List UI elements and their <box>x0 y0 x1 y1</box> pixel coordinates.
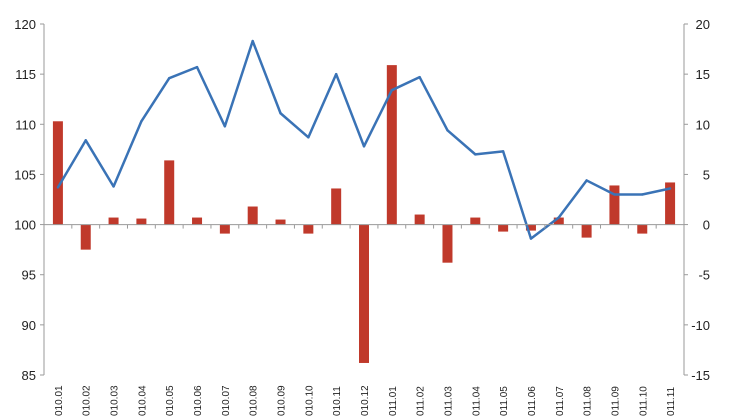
left-tick-label: 105 <box>14 167 36 182</box>
line-point <box>112 185 115 188</box>
left-tick-label: 110 <box>15 117 36 132</box>
line-point <box>195 65 199 69</box>
line-point <box>613 193 616 196</box>
x-tick-label: 011.06 <box>527 386 538 416</box>
x-tick-label: 011.02 <box>416 386 427 416</box>
left-tick-label: 100 <box>14 218 36 233</box>
bar <box>247 206 258 225</box>
line-point <box>279 112 282 115</box>
line-point <box>223 125 227 128</box>
bar <box>386 65 397 225</box>
x-tick-label: 011.03 <box>443 386 454 416</box>
bar <box>52 121 63 225</box>
bar <box>219 224 230 234</box>
right-tick-label: 10 <box>696 117 710 132</box>
right-tick-label: -5 <box>698 268 710 283</box>
line-point <box>334 72 338 76</box>
x-tick-label: 010.04 <box>137 385 148 416</box>
right-tick-label: -15 <box>691 368 710 383</box>
line-point <box>140 120 143 123</box>
x-tick-label: 010.05 <box>165 385 176 416</box>
left-y-axis-ticks: 85 90 95 100 105 110 115 120 <box>14 17 44 383</box>
x-tick-label: 010.06 <box>193 385 204 416</box>
x-tick-label: 011.08 <box>583 386 594 416</box>
line-point <box>529 237 533 240</box>
line-point <box>668 187 672 190</box>
x-tick-label: 011.10 <box>638 386 649 416</box>
line-point <box>56 186 60 189</box>
bar <box>164 160 175 225</box>
line-point <box>362 145 366 148</box>
bar <box>303 224 314 234</box>
x-tick-label: 011.09 <box>610 386 621 416</box>
line-point <box>390 88 394 92</box>
right-tick-label: 15 <box>696 67 710 82</box>
bar-series <box>52 65 676 363</box>
left-tick-label: 115 <box>15 67 36 82</box>
line-point <box>307 136 310 139</box>
x-tick-label: 010.03 <box>110 385 121 416</box>
line-point <box>501 150 505 153</box>
right-tick-label: 5 <box>703 167 710 182</box>
bar <box>553 217 564 225</box>
x-tick-label: 010.07 <box>221 385 232 416</box>
bar <box>275 219 286 225</box>
bar <box>665 182 676 225</box>
bar <box>136 218 147 225</box>
bar <box>442 224 453 263</box>
right-y-axis-ticks: -15 -10 -5 0 5 10 15 20 <box>684 17 710 383</box>
bar <box>637 224 648 234</box>
right-tick-label: -10 <box>691 318 710 333</box>
x-tick-label: 010.10 <box>304 385 315 416</box>
line-series <box>56 39 672 240</box>
right-tick-label: 0 <box>703 218 710 233</box>
bar <box>108 217 119 225</box>
axes <box>43 24 685 375</box>
x-tick-label: 011.07 <box>555 386 566 416</box>
left-tick-label: 85 <box>22 368 36 383</box>
bar <box>192 217 203 225</box>
line-point <box>168 76 171 80</box>
line-point <box>557 216 560 219</box>
x-tick-label: 011.01 <box>388 386 399 416</box>
x-axis-ticks: 010.01 010.02 010.03 010.04 010.05 010.06 010.… <box>43 224 685 416</box>
right-tick-label: 20 <box>696 17 710 32</box>
bar <box>498 224 509 232</box>
line-point <box>474 153 477 156</box>
bar <box>414 214 425 225</box>
bar <box>331 188 342 225</box>
left-tick-label: 120 <box>14 17 36 32</box>
line-point <box>446 129 449 132</box>
x-tick-label: 011.05 <box>499 386 510 416</box>
x-tick-label: 011.11 <box>666 386 677 416</box>
line-point <box>641 193 644 196</box>
left-tick-label: 95 <box>22 268 36 283</box>
bar <box>80 224 91 250</box>
left-tick-label: 90 <box>22 318 36 333</box>
line-point <box>418 75 421 79</box>
line-point <box>84 139 87 142</box>
x-tick-label: 010.12 <box>360 385 371 416</box>
bar <box>609 185 620 225</box>
bar <box>581 224 592 238</box>
x-tick-label: 010.11 <box>332 386 343 416</box>
bar <box>525 224 536 231</box>
bar <box>359 224 369 363</box>
line-point <box>585 179 588 182</box>
x-tick-label: 010.01 <box>54 385 65 416</box>
x-tick-label: 011.04 <box>471 386 482 416</box>
line-point <box>251 39 254 43</box>
bar <box>470 217 481 225</box>
x-tick-label: 010.02 <box>82 385 93 416</box>
x-tick-label: 010.08 <box>249 385 260 416</box>
x-tick-label: 010.09 <box>277 385 288 416</box>
